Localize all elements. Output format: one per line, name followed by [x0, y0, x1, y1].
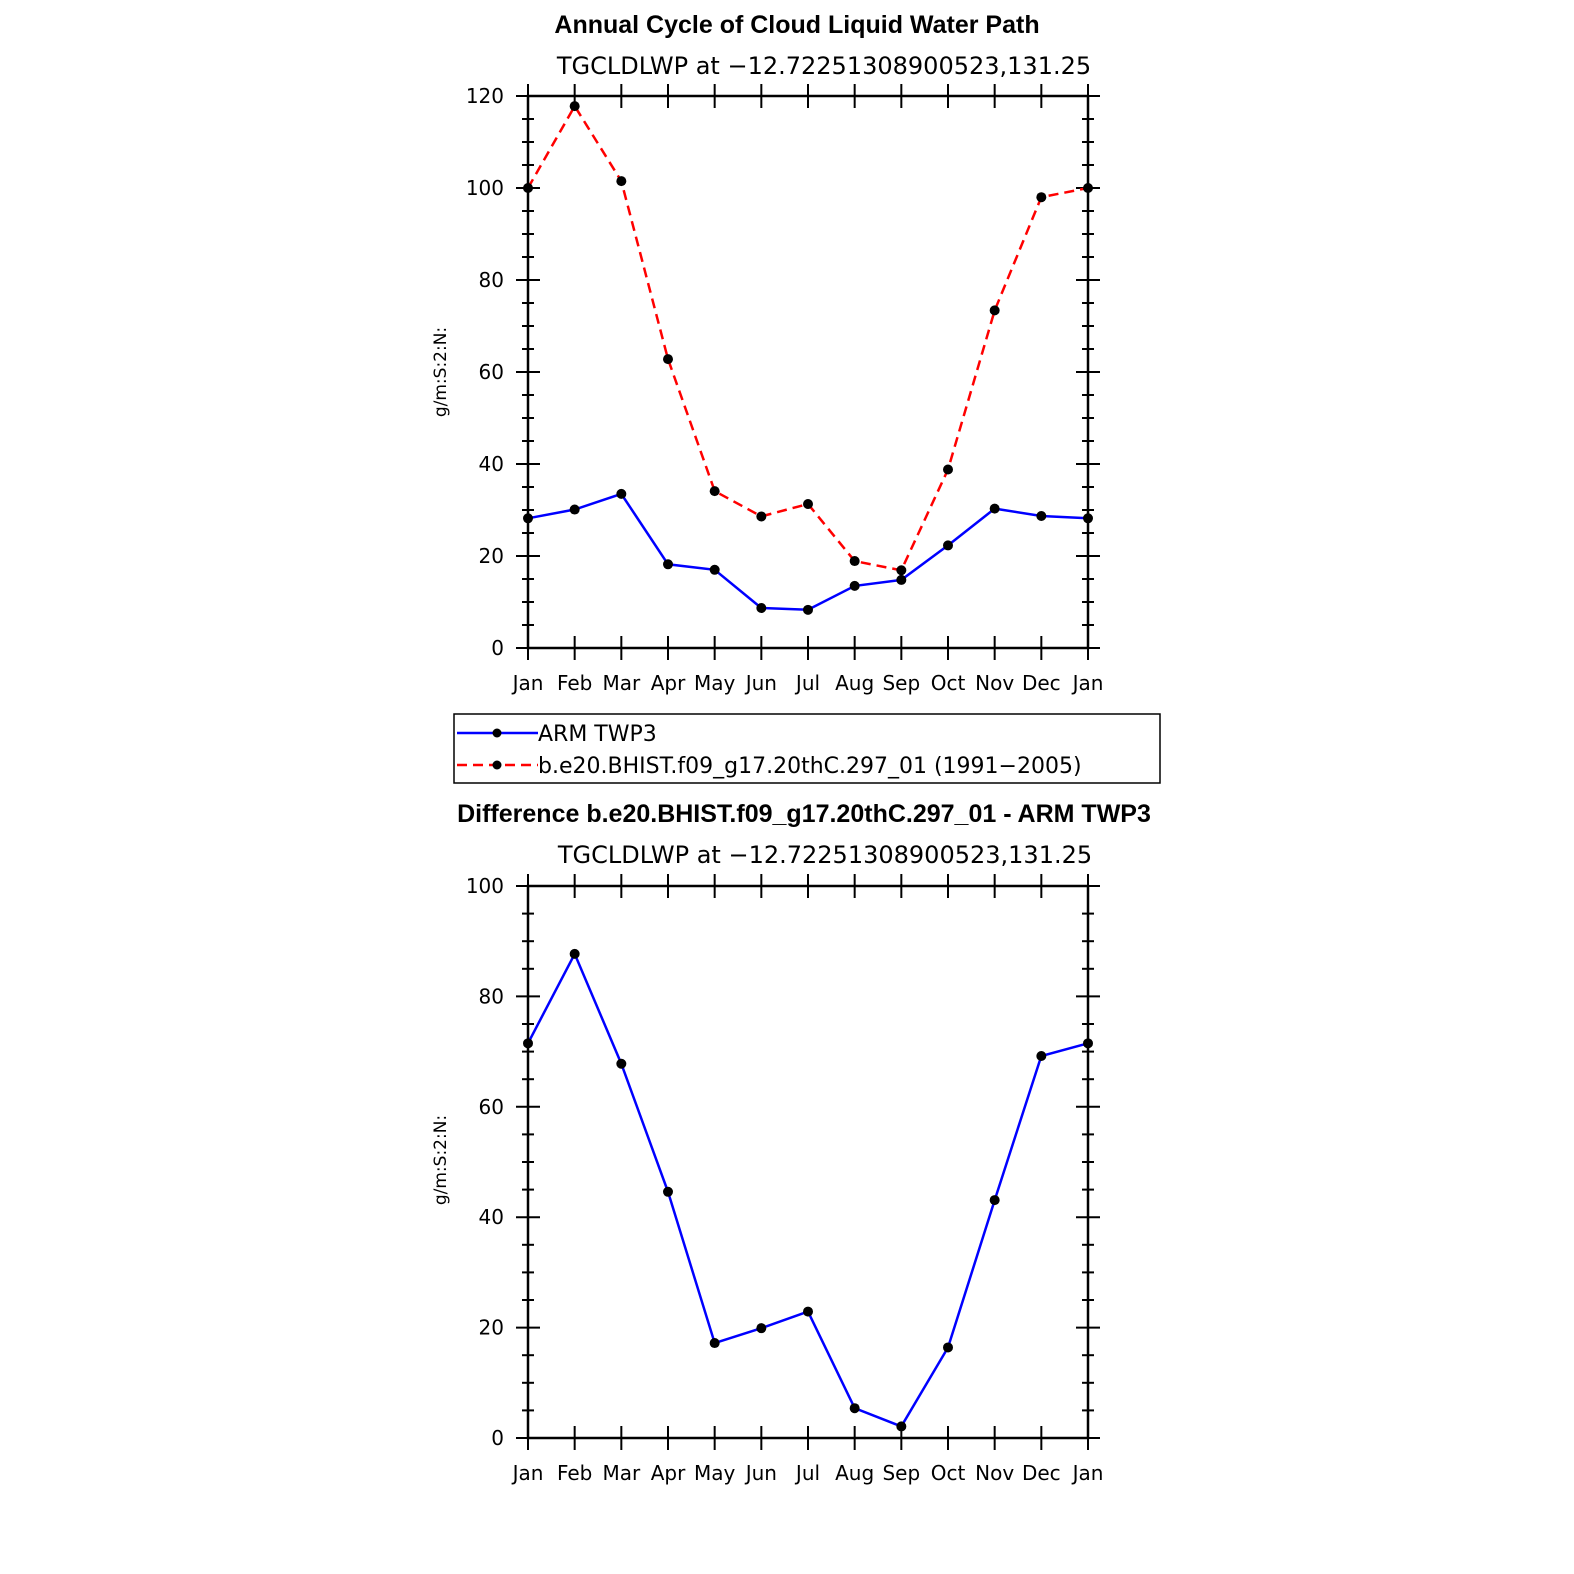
chart2-ylabel: g/m:S:2:N:: [431, 1115, 451, 1205]
chart1-xtick-label: Sep: [882, 671, 920, 695]
legend-marker-arm: [492, 728, 502, 738]
chart2-xtick-label: Sep: [882, 1461, 920, 1485]
chart1-xtick-label: Oct: [931, 671, 966, 695]
chart2-series-line-0: [526, 950, 1089, 1428]
chart1-xtick-label: Apr: [651, 671, 686, 695]
chart2-series-0-point: [569, 948, 580, 959]
chart1-series-1-point: [756, 511, 767, 522]
chart1-series-0-point: [943, 540, 953, 551]
chart1-frame: [526, 94, 1090, 650]
chart2-xtick-label: Jul: [794, 1461, 820, 1485]
chart2-series-0-point: [896, 1421, 907, 1432]
chart2-xtick-label: Apr: [651, 1461, 686, 1485]
chart1-xtick-label: Jan: [1071, 671, 1104, 695]
chart1-series-1-point: [1036, 192, 1047, 203]
chart1-series-0-point: [896, 574, 907, 585]
chart2-series-0-point: [756, 1323, 767, 1334]
chart2-series-0-point: [1036, 1051, 1047, 1062]
chart1-xtick-label: Jul: [794, 671, 820, 695]
chart2-series-0-point: [803, 1306, 813, 1317]
chart2-series-0-point: [709, 1338, 720, 1349]
legend-label-arm: ARM TWP3: [538, 722, 657, 747]
chart1-series-1-point: [709, 486, 720, 497]
chart2-xtick-label: Dec: [1022, 1461, 1061, 1485]
chart1-series-1-point: [849, 556, 860, 567]
chart1-subtitle: TGCLDLWP at −12.72251308900523,131.25: [556, 52, 1091, 80]
chart2-subtitle: TGCLDLWP at −12.72251308900523,131.25: [557, 841, 1092, 869]
chart2-frame: [526, 884, 1090, 1440]
chart1-series-1-point: [896, 565, 907, 576]
chart1-series-1-point: [943, 464, 953, 475]
chart1-legend: ARM TWP3 b.e20.BHIST.f09_g17.20thC.297_0…: [453, 713, 1161, 784]
chart1-ytick-label: 80: [479, 268, 504, 292]
legend-label-model: b.e20.BHIST.f09_g17.20thC.297_01 (1991−2…: [538, 754, 1082, 779]
chart2-xtick-label: Jan: [1071, 1461, 1104, 1485]
legend-marker-model: [492, 760, 502, 770]
chart1-xtick-label: Feb: [557, 671, 592, 695]
chart1-xtick-label: May: [694, 671, 736, 695]
chart2-xtick-label: May: [694, 1461, 736, 1485]
chart1-ytick-label: 60: [479, 360, 504, 384]
chart1-series-1-point: [663, 354, 673, 365]
chart1-series-0-point: [523, 513, 533, 524]
chart1-ytick-label: 20: [479, 544, 504, 568]
chart1-series-1-point: [1083, 183, 1093, 193]
chart1-xtick-label: Jun: [744, 671, 777, 695]
chart1-series-0-point: [989, 503, 1000, 514]
chart1-xtick-label: Nov: [975, 671, 1014, 695]
chart2-xtick-label: Nov: [975, 1461, 1014, 1485]
chart1-series-0-point: [1036, 510, 1047, 521]
chart2-series-0-point: [989, 1195, 1000, 1206]
chart1-series-0-point: [616, 488, 627, 499]
chart1-xtick-label: Jan: [511, 671, 544, 695]
chart1-xtick-label: Dec: [1022, 671, 1061, 695]
chart2-ytick-label: 80: [479, 984, 504, 1008]
legend-box: [453, 713, 1161, 784]
chart2-series-0-point: [943, 1342, 953, 1353]
chart2-title: Difference b.e20.BHIST.f09_g17.20thC.297…: [457, 800, 1151, 828]
chart2-xtick-label: Jun: [744, 1461, 777, 1485]
chart2-series-0-point: [616, 1058, 627, 1069]
chart1-series-line-0: [527, 492, 1089, 612]
chart1-series-1-point: [616, 176, 627, 187]
chart2-xtick-label: Feb: [557, 1461, 592, 1485]
chart1-series-0-point: [803, 604, 813, 615]
chart2-series-0-point: [1083, 1038, 1093, 1049]
chart1-series-1-point: [523, 183, 533, 193]
chart1-plot-area: 0 20 40 60 80 100 120 Jan Feb Mar Apr May Jun Jul Aug S…: [466, 84, 1104, 695]
chart1-series-1-point: [569, 101, 580, 112]
chart1-series-0-point: [849, 580, 860, 591]
chart2-xtick-label: Mar: [602, 1461, 641, 1485]
chart1-xtick-label: Mar: [602, 671, 641, 695]
chart1-series-0-point: [1083, 513, 1093, 524]
chart1-series-0-point: [709, 564, 720, 575]
chart2-ytick-label: 40: [479, 1205, 504, 1229]
chart2-series-0-point: [523, 1038, 533, 1049]
chart1-series-0-point: [663, 559, 673, 570]
chart2-ytick-label: 60: [479, 1095, 504, 1119]
chart2-ytick-label: 100: [466, 874, 504, 898]
chart2-xtick-label: Aug: [835, 1461, 874, 1485]
chart1-xtick-label: Aug: [835, 671, 874, 695]
chart1-series-1-point: [989, 305, 1000, 316]
chart2-xtick-label: Jan: [511, 1461, 544, 1485]
chart1-ytick-label: 0: [491, 636, 504, 660]
chart1-series-1-point: [803, 499, 813, 510]
chart1-title: Annual Cycle of Cloud Liquid Water Path: [554, 11, 1039, 39]
chart1-ytick-label: 100: [466, 176, 504, 200]
chart1-ytick-label: 40: [479, 452, 504, 476]
chart2-series-0-point: [663, 1186, 673, 1197]
chart1-series-0-point: [569, 504, 580, 515]
chart2-ytick-label: 20: [479, 1316, 504, 1340]
chart1-ylabel: g/m:S:2:N:: [431, 327, 451, 417]
chart2-plot-area: 0 20 40 60 80 100 Jan Feb Mar Apr May Jun Jul Aug Sep O…: [466, 874, 1104, 1485]
chart2-xtick-label: Oct: [931, 1461, 966, 1485]
chart1-series-0-point: [756, 602, 767, 613]
chart2-ytick-label: 0: [491, 1426, 504, 1450]
chart2-series-0-point: [849, 1403, 860, 1414]
chart1-ytick-label: 120: [466, 84, 504, 108]
